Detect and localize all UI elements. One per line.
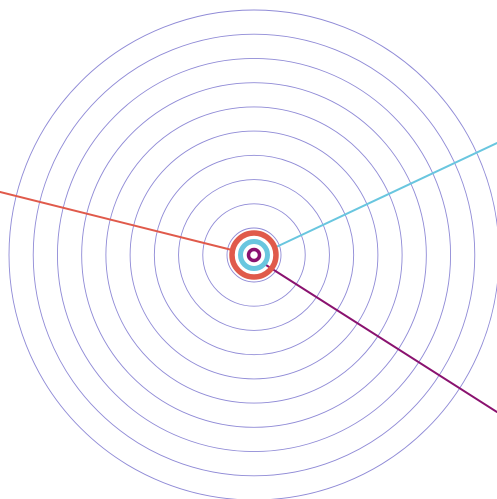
concentric-ring xyxy=(178,179,330,331)
concentric-ring xyxy=(32,33,476,477)
middle-target-ring xyxy=(238,239,270,271)
concentric-ring xyxy=(56,57,452,453)
concentric-ring xyxy=(202,203,306,307)
outer-target-ring xyxy=(229,230,279,280)
concentric-ring xyxy=(153,154,355,356)
concentric-ring xyxy=(226,227,282,283)
red-line xyxy=(0,191,233,251)
rings-layer xyxy=(8,9,497,499)
blue-line xyxy=(273,142,497,249)
concentric-ring xyxy=(81,82,427,428)
lines-layer xyxy=(0,142,497,413)
concentric-ring xyxy=(8,9,497,499)
inner-target-ring xyxy=(246,247,262,263)
purple-line xyxy=(265,264,497,413)
concentric-ring xyxy=(105,106,403,404)
concentric-ring xyxy=(129,130,379,380)
target-layer xyxy=(229,230,279,280)
